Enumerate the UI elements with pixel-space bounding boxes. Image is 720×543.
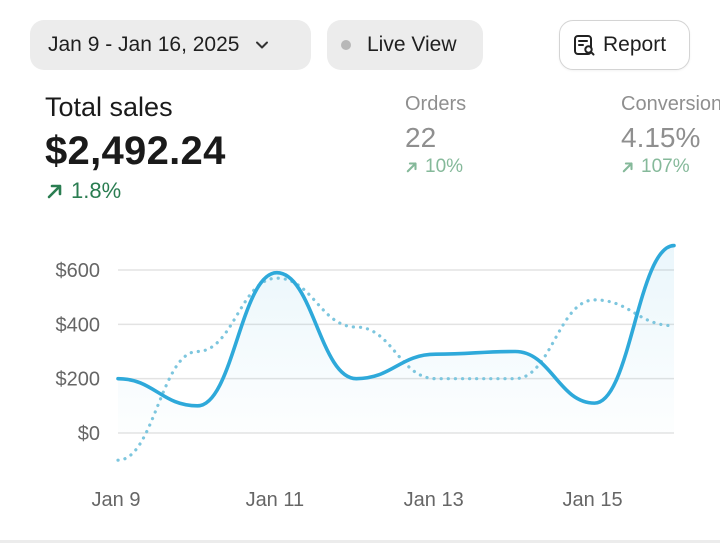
- current-series-line: [116, 243, 676, 408]
- total-sales-metric[interactable]: Total sales $2,492.24 1.8%: [45, 92, 226, 204]
- conversion-value: 4.15%: [621, 122, 701, 153]
- total-sales-change: 1.8%: [45, 178, 226, 204]
- arrow-up-right-icon: [406, 162, 417, 173]
- y-tick-label: $200: [56, 369, 101, 391]
- orders-change-value: 10%: [425, 156, 464, 177]
- x-tick-label: Jan 11: [246, 489, 305, 511]
- x-tick-label: Jan 13: [404, 489, 464, 511]
- chevron-down-icon: [256, 41, 269, 49]
- arrow-up-right-icon: [47, 184, 62, 199]
- y-tick-label: $400: [56, 314, 101, 336]
- report-button[interactable]: Report: [559, 20, 690, 70]
- report-icon: [574, 35, 595, 56]
- orders-change: 10%: [405, 156, 466, 178]
- x-tick-label: Jan 15: [563, 489, 623, 511]
- total-sales-value: $2,492.24: [45, 129, 226, 173]
- report-label: Report: [603, 33, 667, 56]
- conversion-change-value: 107%: [641, 156, 690, 177]
- conversion-change: 107%: [621, 156, 720, 178]
- x-tick-label: Jan 9: [92, 489, 141, 511]
- y-tick-label: $600: [56, 260, 101, 282]
- date-range-label: Jan 9 - Jan 16, 2025: [48, 33, 240, 56]
- orders-metric[interactable]: Orders 22 10%: [405, 93, 466, 178]
- total-sales-change-value: 1.8%: [71, 178, 122, 203]
- orders-value: 22: [405, 122, 437, 153]
- live-status-dot: [341, 40, 351, 50]
- y-tick-label: $0: [78, 423, 100, 445]
- orders-label: Orders: [405, 93, 467, 115]
- arrow-up-right-icon: [622, 162, 633, 173]
- live-view-button[interactable]: Live View: [327, 20, 483, 70]
- sales-line-chart[interactable]: $0 $200 $400 $600 Jan 9 Jan 11 Jan 13 Jan 15: [0, 230, 720, 530]
- live-view-label: Live View: [367, 33, 457, 56]
- total-sales-label: Total sales: [45, 92, 173, 122]
- comparison-series-line: [116, 276, 676, 462]
- conversion-metric[interactable]: Conversion 4.15% 107%: [621, 93, 720, 178]
- current-series-area: [118, 245, 674, 433]
- conversion-label: Conversion: [621, 93, 720, 115]
- bottom-divider: [0, 540, 720, 543]
- date-range-selector[interactable]: Jan 9 - Jan 16, 2025: [30, 20, 311, 70]
